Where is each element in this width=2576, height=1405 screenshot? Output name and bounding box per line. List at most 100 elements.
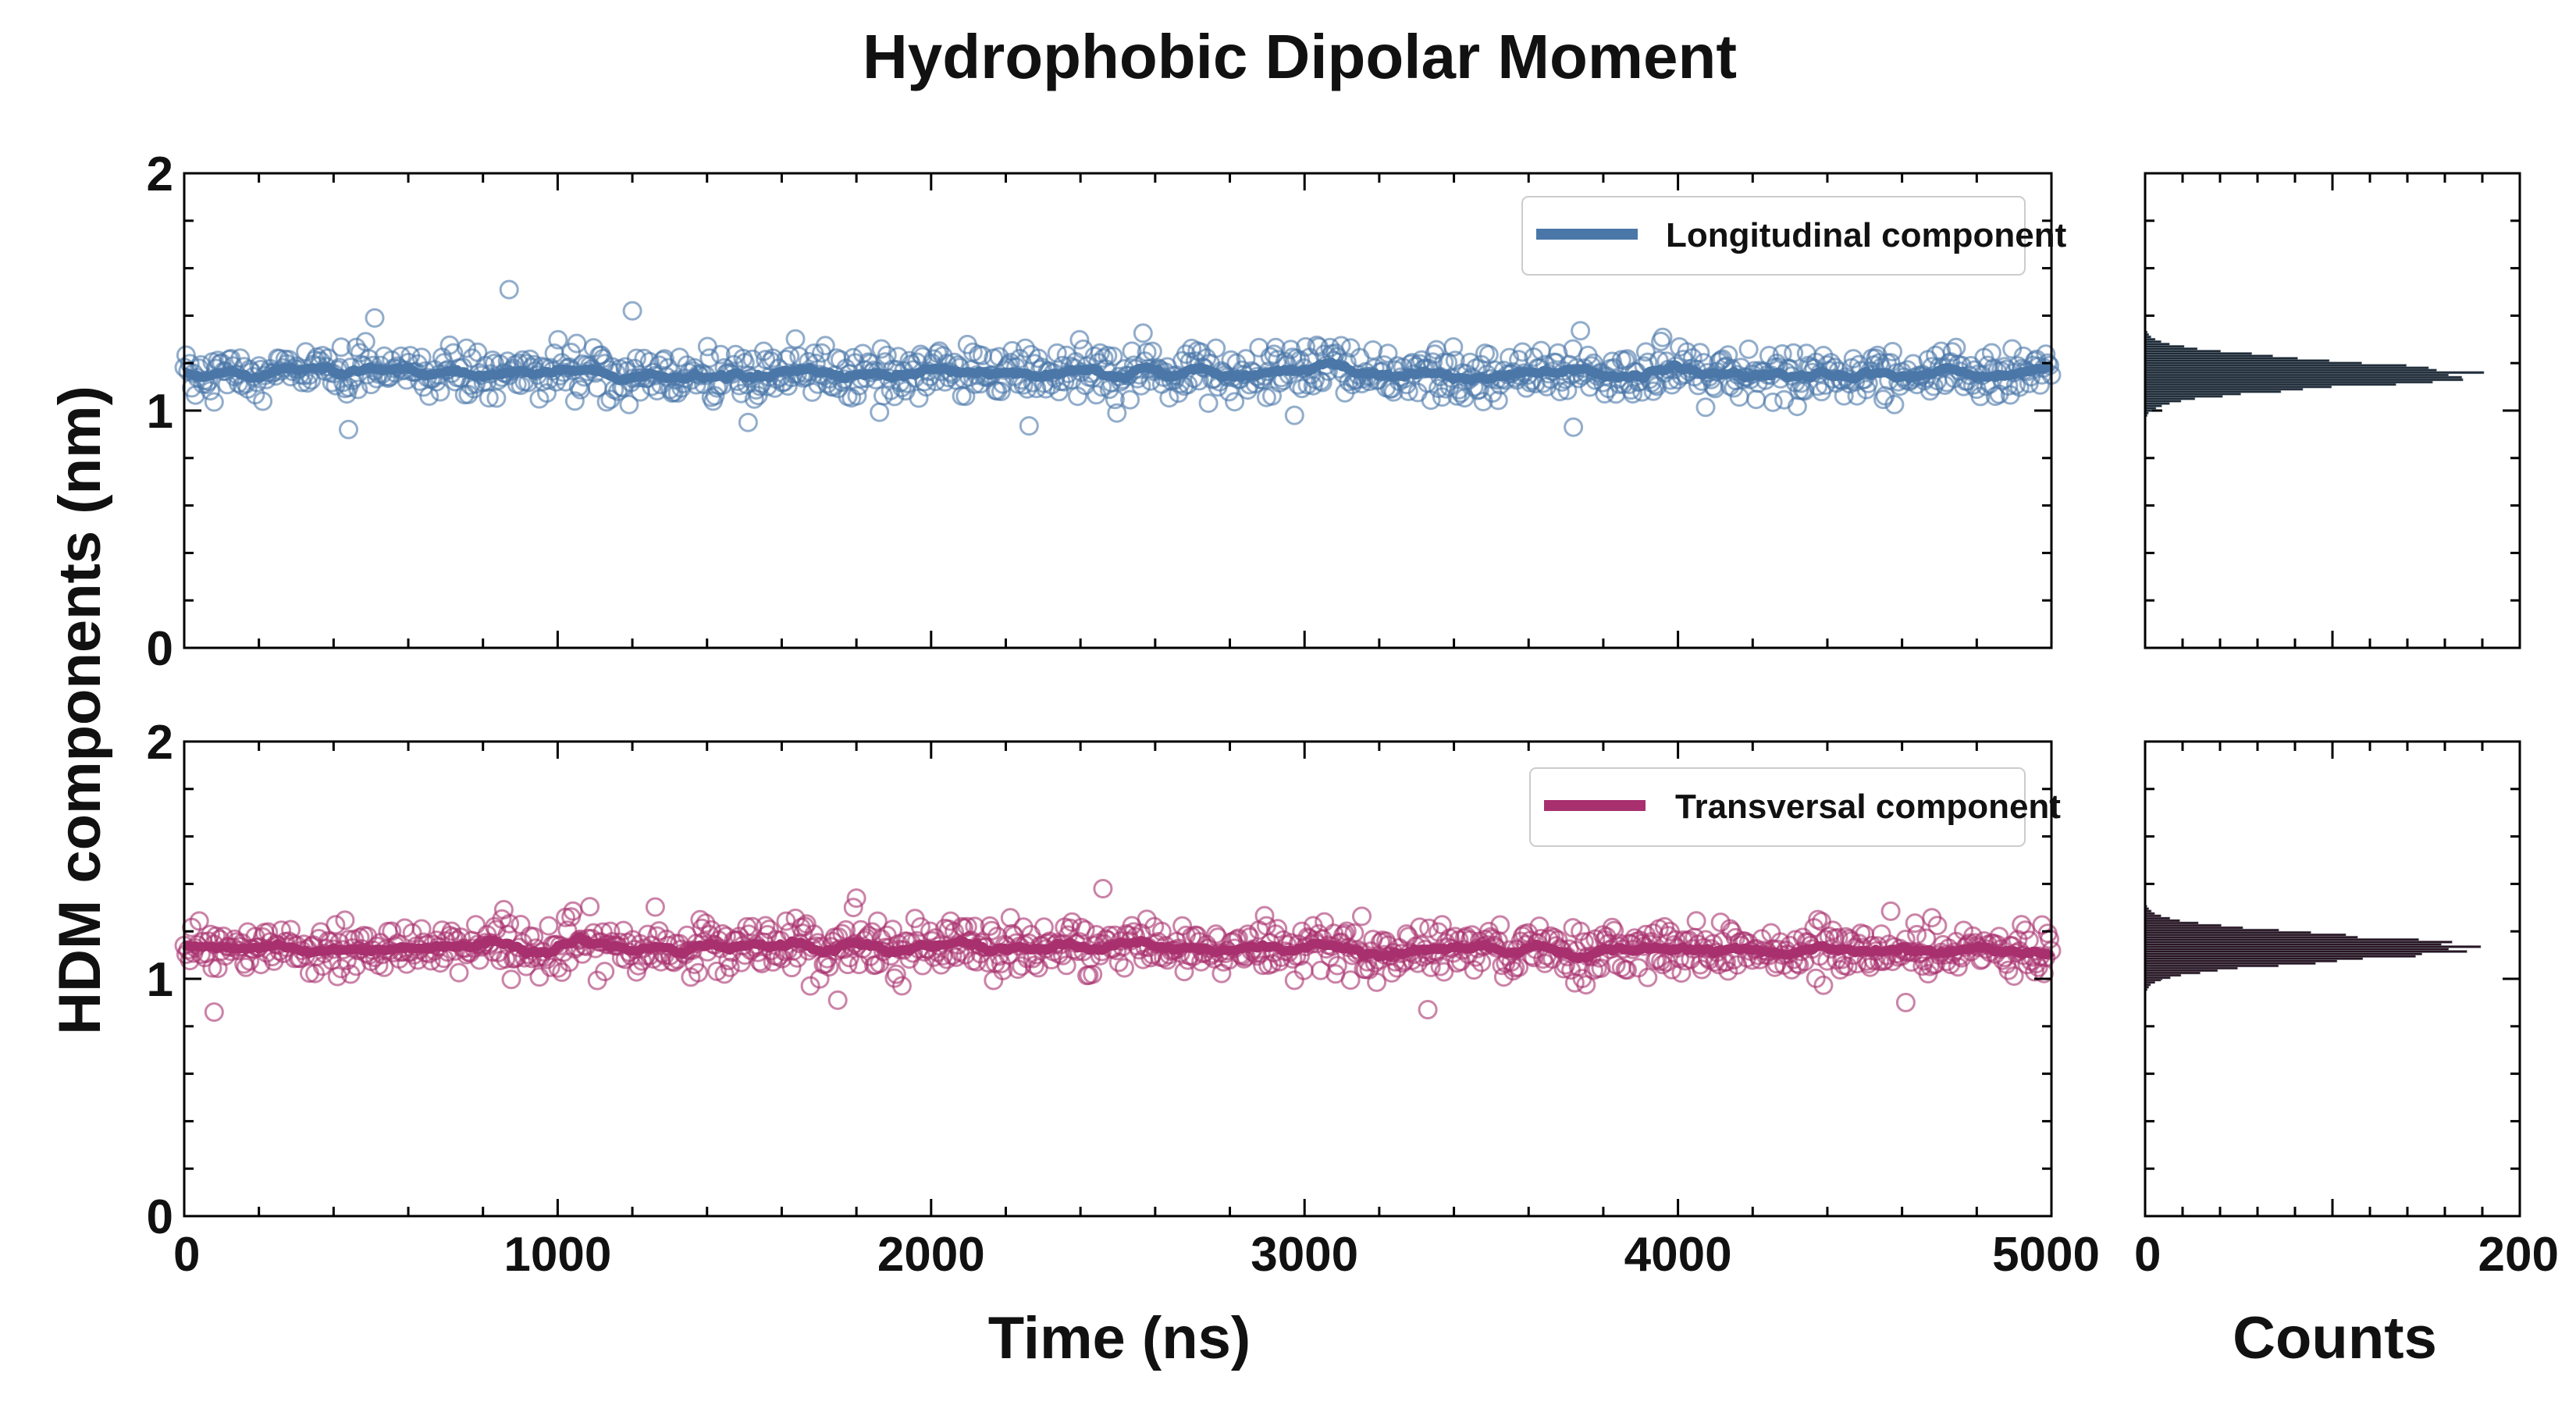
histogram-bar: [2144, 359, 2330, 363]
scatter-point: [1069, 329, 1090, 350]
scatter-point: [580, 897, 600, 917]
scatter-point: [1434, 962, 1454, 982]
scatter-point: [1133, 323, 1153, 343]
scatter-point: [614, 920, 634, 941]
scatter-point: [548, 329, 568, 350]
scatter-point: [335, 910, 355, 930]
scatter-point: [1784, 343, 1804, 363]
histogram-bar: [2144, 945, 2482, 948]
legend-box: [1521, 196, 2026, 276]
scatter-point: [1398, 381, 1418, 401]
y-tick-label: 0: [147, 1190, 173, 1244]
histogram-bar: [2144, 368, 2437, 372]
scatter-point: [710, 344, 731, 365]
scatter-point: [1382, 962, 1402, 983]
y-tick-label: 1: [147, 953, 173, 1007]
scatter-point: [1094, 348, 1114, 368]
histogram-bar: [2144, 926, 2243, 930]
scatter-point: [2009, 377, 2030, 397]
scatter-point: [886, 964, 906, 984]
scatter-point: [1114, 958, 1134, 978]
scatter-point: [500, 913, 520, 934]
y-tick-label: 2: [147, 716, 173, 770]
scatter-point: [777, 376, 798, 396]
x-tick-label: 3000: [1251, 1228, 1358, 1282]
scatter-point: [815, 336, 835, 356]
scatter-point: [1948, 957, 1968, 977]
scatter-point: [1268, 919, 1288, 939]
scatter-point: [1970, 386, 1991, 407]
x-tick-label: 0: [173, 1228, 200, 1282]
histogram-bar: [2144, 352, 2253, 355]
histogram-bar: [2144, 976, 2171, 980]
scatter-point: [984, 970, 1004, 991]
histogram-bar: [2144, 928, 2279, 932]
x-tick-label: 2000: [877, 1228, 985, 1282]
scatter-point: [501, 969, 521, 990]
scatter-point: [1981, 343, 2001, 363]
x-axis-label: Time (ns): [988, 1305, 1251, 1371]
x-tick-label: 1000: [503, 1228, 611, 1282]
scatter-point: [2004, 966, 2024, 986]
scatter-point: [1880, 901, 1901, 921]
scatter-point: [1019, 416, 1039, 436]
scatter-point: [1763, 392, 1783, 412]
scatter-point: [846, 888, 866, 909]
histogram-bar: [2144, 402, 2170, 405]
scatter-point: [1288, 375, 1308, 395]
scatter-point: [595, 962, 615, 982]
scatter-point: [1049, 382, 1069, 402]
histogram-bar: [2144, 978, 2161, 982]
scatter-point: [1942, 342, 1962, 362]
histogram-bar: [2144, 364, 2407, 368]
scatter-point: [1550, 382, 1570, 402]
scatter-point: [1490, 915, 1510, 935]
running-average-line: [181, 357, 2055, 386]
scatter-point: [1695, 397, 1716, 418]
scatter-point: [382, 921, 402, 941]
histogram-bar: [2144, 342, 2170, 346]
scatter-point: [619, 394, 639, 414]
scatter-point: [991, 382, 1011, 401]
scatter-point: [1378, 343, 1398, 364]
histogram-bar: [2144, 373, 2450, 377]
histogram-bar: [2144, 957, 2364, 960]
scatter-point: [1738, 339, 1759, 359]
scatter-point: [780, 346, 800, 366]
scatter-point: [1122, 341, 1142, 361]
scatter-point: [1488, 390, 1508, 411]
scatter-point: [1746, 389, 1767, 410]
scatter-point: [1056, 955, 1076, 976]
scatter-point: [1174, 962, 1194, 982]
histogram-bar: [2144, 404, 2162, 407]
histogram-bar: [2144, 980, 2156, 984]
scatter-point: [1838, 956, 1858, 976]
scatter-point: [920, 921, 940, 941]
scatter-point: [466, 915, 486, 935]
y-tick-label: 0: [147, 622, 173, 676]
scatter-point: [1653, 327, 1673, 347]
scatter-point: [499, 279, 519, 300]
scatter-point: [1429, 379, 1449, 398]
longitudinal-scatter-panel: 0 1 2: [147, 148, 2062, 676]
histogram-bar: [2144, 350, 2222, 353]
histogram-bar: [2144, 371, 2485, 375]
scatter-point: [1628, 958, 1649, 978]
scatter-point: [411, 347, 432, 368]
scatter-point: [564, 391, 585, 411]
y-tick-label: 2: [147, 148, 173, 201]
histogram-bar: [2144, 948, 2450, 951]
histogram-bar: [2144, 389, 2282, 393]
scatter-point: [297, 373, 318, 393]
scatter-point: [931, 955, 952, 975]
scatter-point: [1460, 352, 1480, 372]
scatter-point: [1254, 905, 1275, 926]
histogram-bar: [2144, 392, 2241, 396]
scatter-point: [688, 962, 708, 983]
scatter-point: [1653, 955, 1673, 975]
running-average-line: [181, 932, 2055, 964]
hist-x-tick-label: 200: [2478, 1228, 2559, 1282]
scatter-point: [1151, 921, 1172, 941]
scatter-point: [1884, 394, 1905, 414]
histogram-bar: [2144, 382, 2396, 386]
